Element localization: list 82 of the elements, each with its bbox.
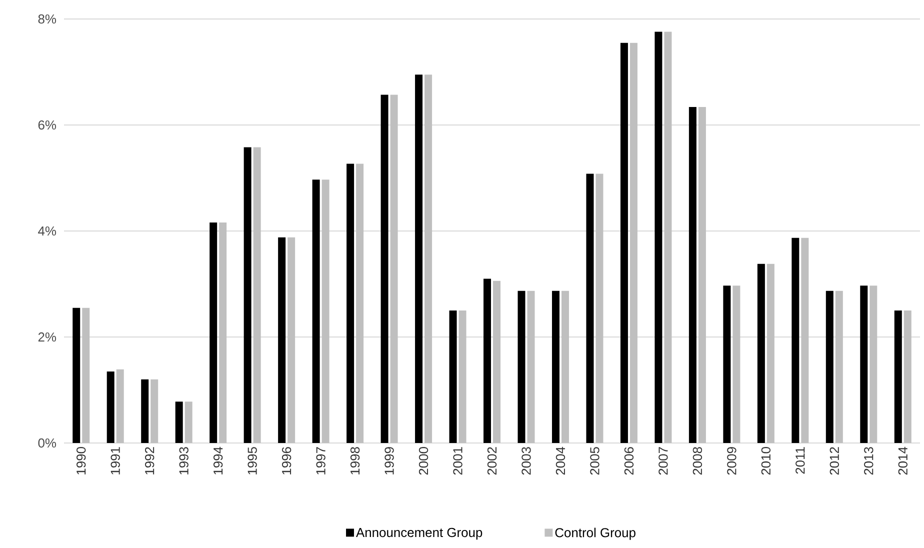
bar	[210, 222, 218, 443]
bar	[527, 290, 535, 443]
bar	[116, 369, 124, 443]
bar	[424, 74, 432, 443]
legend-label: Announcement Group	[356, 528, 482, 540]
x-tick-label: 2001	[453, 447, 462, 475]
bar	[82, 308, 90, 443]
x-tick-label: 1993	[179, 447, 188, 474]
x-tick-label: 2012	[830, 447, 839, 475]
bar	[175, 402, 183, 443]
bar	[458, 310, 466, 443]
bar	[288, 237, 296, 443]
x-tick-label: 1998	[350, 447, 360, 474]
bar	[723, 286, 731, 443]
x-tick-label: 2004	[556, 446, 566, 475]
bar	[184, 402, 192, 443]
bar	[322, 180, 330, 443]
bar	[596, 174, 604, 443]
bar	[860, 286, 868, 443]
y-tick-label: 8%	[38, 14, 56, 24]
bar	[620, 42, 628, 443]
bar	[698, 106, 706, 443]
bar	[904, 310, 912, 443]
bar	[356, 164, 364, 443]
bar	[72, 308, 80, 443]
x-tick-label: 2014	[898, 446, 908, 475]
bar	[894, 310, 902, 443]
x-tick-label: 2005	[590, 447, 600, 475]
bar	[630, 42, 638, 443]
bar	[870, 286, 878, 443]
x-tick-label: 2003	[522, 447, 531, 475]
x-tick-label: 1997	[316, 447, 326, 474]
legend-label: Control Group	[555, 528, 636, 540]
x-tick-label: 2006	[624, 447, 634, 475]
bar	[766, 264, 774, 443]
bar	[346, 164, 354, 443]
bar	[654, 32, 662, 443]
x-tick-label: 1996	[282, 447, 292, 474]
bar	[219, 222, 227, 443]
x-tick-label: 1994	[213, 446, 223, 474]
bar	[826, 290, 834, 443]
bar	[150, 379, 158, 443]
y-tick-label: 4%	[38, 226, 56, 236]
bar	[586, 174, 594, 443]
x-tick-label: 1991	[110, 447, 120, 474]
y-tick-label: 0%	[38, 438, 56, 448]
bar	[552, 290, 560, 443]
bar	[757, 264, 765, 443]
y-tick-label: 2%	[38, 332, 56, 342]
x-tick-label: 2000	[418, 447, 428, 475]
x-tick-label: 2010	[761, 447, 771, 475]
bar	[792, 238, 800, 443]
bar	[664, 32, 672, 443]
bar	[380, 94, 388, 443]
x-tick-label: 1990	[76, 447, 86, 474]
bar	[801, 238, 809, 443]
x-tick-label: 1992	[145, 447, 154, 474]
y-tick-label: 6%	[38, 120, 56, 130]
bar	[688, 106, 696, 443]
bar	[449, 310, 457, 443]
bar	[244, 147, 252, 443]
bar	[312, 180, 320, 443]
x-tick-label: 1995	[248, 447, 257, 474]
bar	[390, 94, 398, 443]
x-tick-label: 2011	[796, 447, 805, 474]
x-tick-label: 2008	[692, 447, 702, 475]
x-tick-label: 2002	[487, 447, 497, 475]
bar	[253, 147, 261, 443]
bar	[561, 290, 569, 443]
bar	[518, 290, 526, 443]
bar	[732, 286, 740, 443]
bar	[141, 379, 149, 443]
bar	[484, 278, 492, 443]
bar	[415, 74, 423, 443]
bar	[835, 290, 843, 443]
bar	[106, 371, 114, 443]
x-tick-label: 1999	[384, 447, 394, 474]
bar	[278, 237, 286, 443]
bar	[493, 280, 501, 443]
x-tick-label: 2007	[658, 447, 668, 475]
x-tick-label: 2009	[727, 447, 736, 475]
x-tick-label: 2013	[864, 447, 874, 475]
